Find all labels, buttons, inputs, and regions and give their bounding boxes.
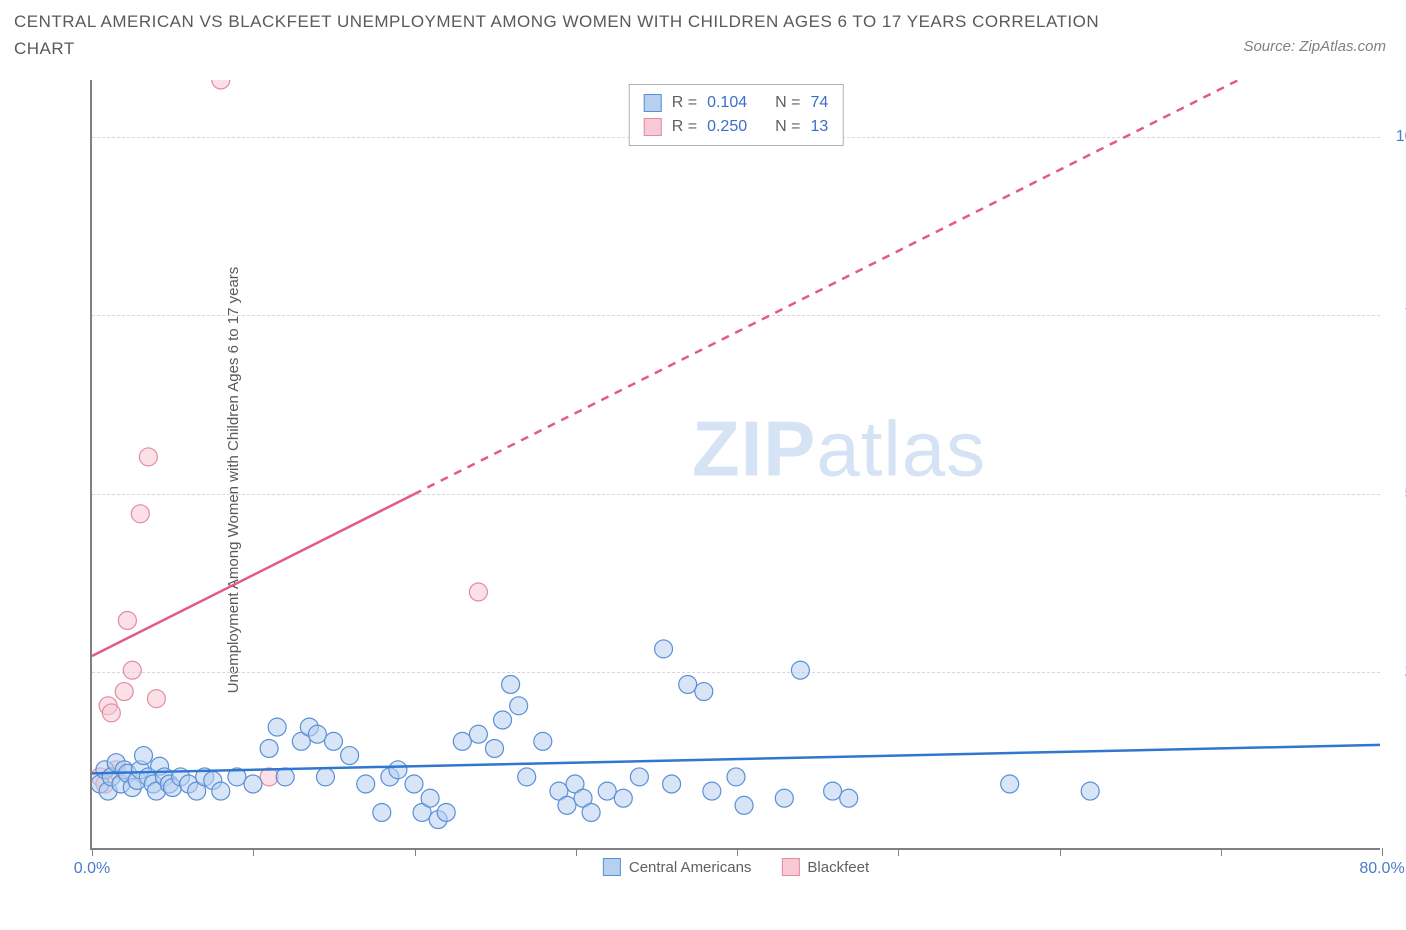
scatter-point: [260, 739, 278, 757]
plot-svg: [92, 80, 1380, 848]
scatter-point: [341, 747, 359, 765]
legend-correlation: R = 0.104 N = 74 R = 0.250 N = 13: [629, 84, 844, 146]
x-tick-label: 80.0%: [1359, 860, 1404, 878]
scatter-point: [655, 640, 673, 658]
scatter-point: [135, 747, 153, 765]
scatter-point: [582, 803, 600, 821]
scatter-point: [325, 732, 343, 750]
scatter-point: [437, 803, 455, 821]
scatter-point: [373, 803, 391, 821]
scatter-point: [276, 768, 294, 786]
scatter-point: [212, 80, 230, 89]
scatter-point: [558, 796, 576, 814]
y-tick-label: 100.0%: [1396, 128, 1406, 146]
r-label: R =: [672, 91, 697, 115]
scatter-point: [598, 782, 616, 800]
scatter-point: [1001, 775, 1019, 793]
x-tick: [253, 848, 254, 856]
scatter-point: [486, 739, 504, 757]
scatter-point: [357, 775, 375, 793]
scatter-point: [389, 761, 407, 779]
scatter-point: [703, 782, 721, 800]
scatter-point: [727, 768, 745, 786]
x-tick: [1221, 848, 1222, 856]
scatter-point: [494, 711, 512, 729]
legend-item-0: Central Americans: [603, 858, 752, 876]
scatter-point: [695, 683, 713, 701]
n-value-0: 74: [810, 91, 828, 115]
scatter-point: [502, 675, 520, 693]
scatter-point: [212, 782, 230, 800]
chart-container: Unemployment Among Women with Children A…: [60, 80, 1390, 880]
legend-series: Central Americans Blackfeet: [603, 858, 869, 876]
scatter-point: [244, 775, 262, 793]
source-attribution: Source: ZipAtlas.com: [1243, 38, 1386, 55]
scatter-point: [469, 725, 487, 743]
scatter-point: [308, 725, 326, 743]
scatter-point: [775, 789, 793, 807]
scatter-point: [534, 732, 552, 750]
chart-title: CENTRAL AMERICAN VS BLACKFEET UNEMPLOYME…: [14, 8, 1114, 62]
plot-area: ZIPatlas R = 0.104 N = 74 R = 0.250 N = …: [90, 80, 1380, 850]
scatter-point: [679, 675, 697, 693]
legend-swatch-1: [644, 118, 662, 136]
x-tick: [737, 848, 738, 856]
trend-line-dashed: [414, 80, 1380, 494]
scatter-point: [118, 611, 136, 629]
r-value-1: 0.250: [707, 115, 747, 139]
n-label: N =: [775, 115, 800, 139]
scatter-point: [405, 775, 423, 793]
scatter-point: [510, 697, 528, 715]
legend-item-1: Blackfeet: [781, 858, 869, 876]
x-tick: [576, 848, 577, 856]
legend-swatch-bottom-1: [781, 858, 799, 876]
scatter-point: [131, 505, 149, 523]
scatter-point: [791, 661, 809, 679]
scatter-point: [518, 768, 536, 786]
scatter-point: [840, 789, 858, 807]
scatter-point: [1081, 782, 1099, 800]
r-label: R =: [672, 115, 697, 139]
scatter-point: [735, 796, 753, 814]
legend-row-series-0: R = 0.104 N = 74: [644, 91, 829, 115]
n-label: N =: [775, 91, 800, 115]
scatter-point: [824, 782, 842, 800]
n-value-1: 13: [810, 115, 828, 139]
legend-label-0: Central Americans: [629, 859, 752, 876]
scatter-point: [614, 789, 632, 807]
x-tick: [1382, 848, 1383, 856]
x-tick: [92, 848, 93, 856]
scatter-point: [102, 704, 120, 722]
scatter-point: [123, 661, 141, 679]
scatter-point: [421, 789, 439, 807]
legend-label-1: Blackfeet: [807, 859, 869, 876]
scatter-point: [469, 583, 487, 601]
legend-swatch-bottom-0: [603, 858, 621, 876]
scatter-point: [663, 775, 681, 793]
scatter-point: [147, 690, 165, 708]
legend-swatch-0: [644, 94, 662, 112]
r-value-0: 0.104: [707, 91, 747, 115]
x-tick: [898, 848, 899, 856]
scatter-point: [115, 683, 133, 701]
x-tick: [415, 848, 416, 856]
scatter-point: [139, 448, 157, 466]
scatter-point: [268, 718, 286, 736]
scatter-point: [630, 768, 648, 786]
x-tick: [1060, 848, 1061, 856]
scatter-point: [316, 768, 334, 786]
scatter-point: [453, 732, 471, 750]
x-tick-label: 0.0%: [74, 860, 110, 878]
legend-row-series-1: R = 0.250 N = 13: [644, 115, 829, 139]
